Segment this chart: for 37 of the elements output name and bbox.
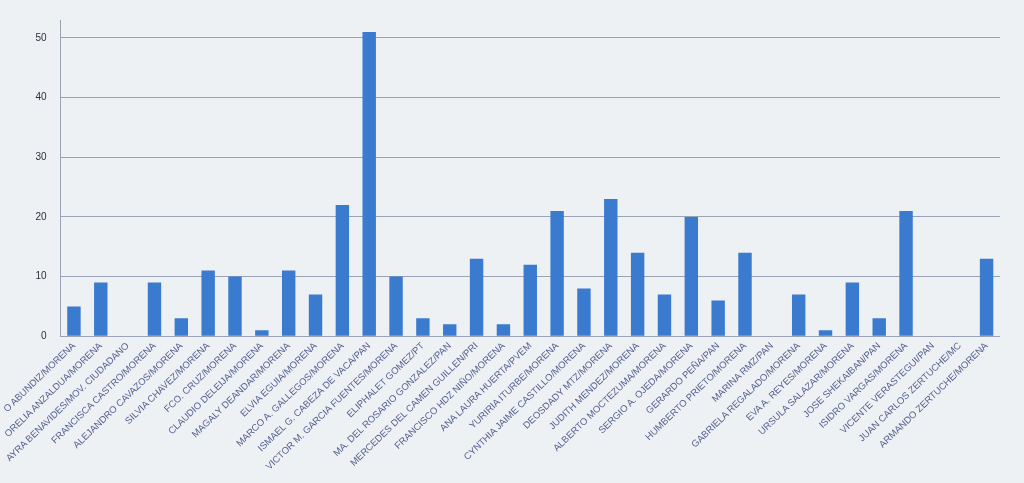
- y-tick-label: 0: [40, 330, 47, 342]
- bar: [362, 31, 376, 336]
- bar: [791, 294, 806, 336]
- bar: [684, 216, 699, 336]
- bar: [174, 318, 189, 336]
- bar: [281, 270, 296, 336]
- bar: [228, 276, 242, 336]
- y-tick-label: 40: [35, 91, 47, 103]
- bar: [711, 300, 725, 336]
- bar: [308, 294, 323, 336]
- bar: [443, 324, 457, 336]
- bar: [335, 204, 350, 336]
- bar: [604, 199, 618, 336]
- bar: [899, 210, 913, 336]
- bar: [416, 318, 430, 336]
- y-tick-label: 20: [35, 210, 47, 222]
- y-tick-label: 50: [35, 31, 47, 43]
- bar: [389, 276, 403, 336]
- bar: [630, 252, 645, 336]
- bar: [550, 210, 564, 336]
- y-tick-label: 10: [35, 270, 47, 282]
- bar: [201, 270, 215, 336]
- bar: [738, 252, 752, 336]
- bar: [67, 306, 81, 336]
- y-tick-label: 30: [35, 150, 47, 162]
- bar: [577, 288, 591, 336]
- bar: [872, 318, 886, 336]
- bar: [94, 282, 108, 336]
- bar: [147, 282, 162, 336]
- bar: [979, 258, 994, 336]
- bar: [255, 330, 269, 336]
- bar: [523, 264, 537, 336]
- bar: [818, 330, 833, 336]
- bar: [845, 282, 860, 336]
- bar: [469, 258, 484, 336]
- bar: [496, 324, 511, 336]
- bar: [657, 294, 672, 336]
